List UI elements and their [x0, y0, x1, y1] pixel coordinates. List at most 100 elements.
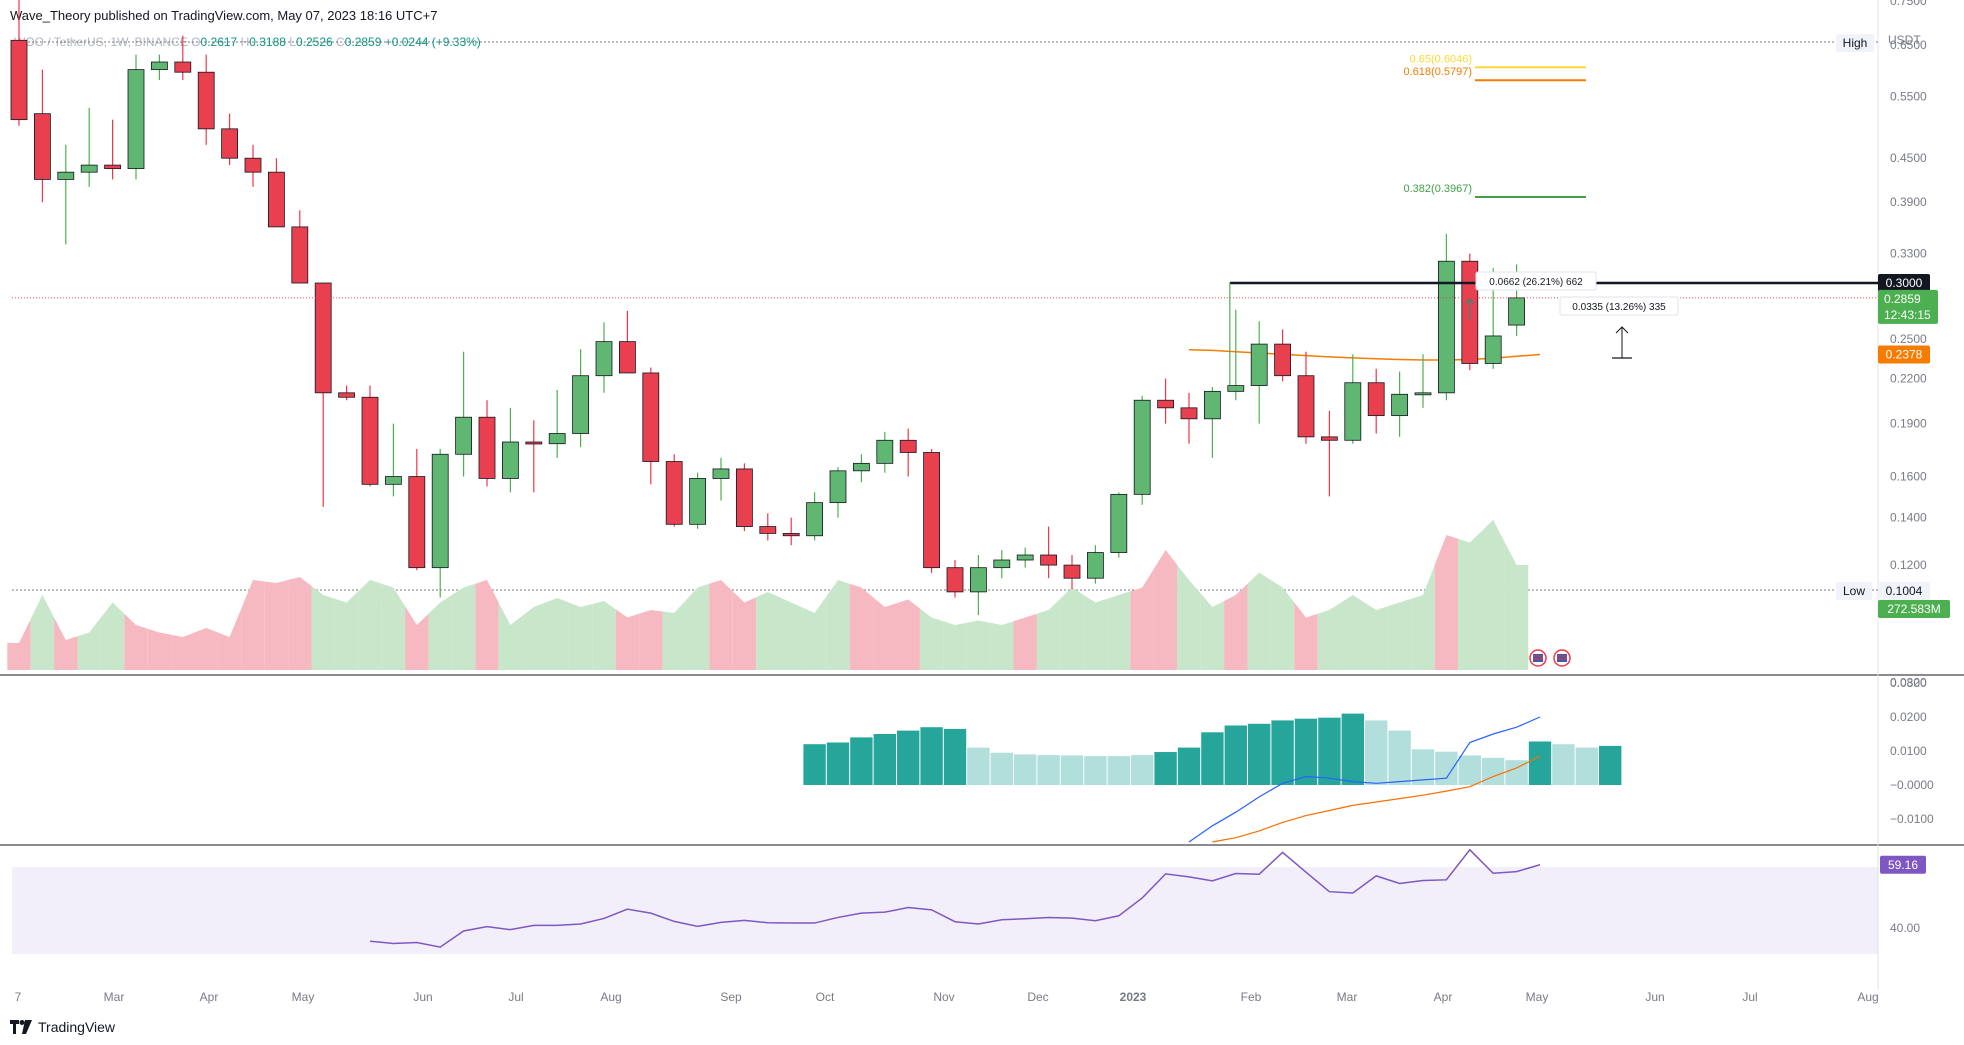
volume-area-segment: [1481, 520, 1505, 670]
macd-histogram-bar: [1131, 755, 1154, 785]
candle: [525, 420, 543, 493]
candle: [408, 448, 426, 571]
macd-histogram-bar: [1014, 754, 1037, 785]
candle-body: [853, 462, 870, 472]
candle: [782, 517, 800, 546]
price-axis-tick: 0.1400: [1890, 511, 1927, 525]
volume-area-segment: [171, 632, 195, 670]
candle: [1133, 395, 1151, 505]
high-tag-label: High: [1843, 36, 1868, 50]
resistance-tag: [1878, 274, 1930, 293]
footer-brand[interactable]: TradingView: [10, 1019, 115, 1035]
ema-tag-label: 0.2378: [1886, 348, 1923, 362]
volume-area-segment: [826, 580, 850, 670]
macd-histogram-bar: [1294, 718, 1318, 785]
candle-body: [1180, 407, 1198, 420]
footer-brand-text: TradingView: [38, 1019, 116, 1035]
macd-histogram-bar: [1318, 717, 1341, 785]
volume-area-segment: [1411, 565, 1435, 670]
volume-area-segment: [1036, 598, 1061, 670]
last-price-label: 0.2859: [1884, 292, 1921, 306]
candle-body: [1321, 436, 1338, 441]
candle: [197, 54, 215, 145]
price-axis-tick: 0.1600: [1890, 470, 1927, 484]
candle-body: [408, 476, 426, 569]
price-axis-tick: 0.0820: [1890, 675, 1927, 689]
candle-body: [174, 61, 192, 73]
candle: [174, 35, 192, 81]
candle-body: [10, 39, 28, 121]
candle: [80, 107, 98, 187]
volume-area-segment: [802, 596, 827, 670]
candle-body: [899, 439, 917, 453]
price-axis-currency: USDT: [1888, 33, 1921, 47]
volume-area-segment: [428, 595, 452, 670]
volume-area-segment: [685, 583, 710, 670]
measure-arrowhead-icon: [1465, 298, 1475, 305]
volume-area-segment: [943, 621, 967, 670]
volume-area-segment: [1247, 572, 1271, 670]
volume-area-segment: [545, 598, 569, 670]
volume-area-segment: [147, 628, 172, 670]
candle-body: [1040, 554, 1057, 566]
volume-area-segment: [1294, 602, 1318, 670]
candle: [431, 448, 449, 598]
candle: [57, 144, 75, 245]
candle: [712, 457, 730, 501]
candle: [923, 448, 940, 573]
event-flag-icon: [1553, 649, 1571, 667]
macd-histogram-bar: [850, 737, 873, 785]
volume-area-segment: [966, 620, 991, 670]
volume-area-segment: [732, 591, 757, 670]
candle: [338, 385, 356, 401]
candle-body: [970, 567, 987, 593]
price-axis-tick: 0.2200: [1890, 371, 1927, 385]
candle-body: [665, 461, 683, 525]
rsi-value-badge: [1880, 855, 1926, 874]
candle-body: [736, 468, 753, 527]
macd-histogram-bar: [1365, 720, 1388, 785]
candle-body: [104, 164, 121, 170]
candle: [1063, 555, 1081, 590]
candle-body: [501, 441, 519, 479]
candle-body: [150, 61, 168, 71]
time-axis-tick: Jun: [1645, 990, 1664, 1004]
candle-body: [923, 452, 940, 569]
volume-area-segment: [124, 613, 148, 670]
volume-area-segment: [217, 608, 242, 670]
candle: [548, 389, 566, 458]
macd-histogram-bar: [1575, 747, 1598, 785]
candle: [1414, 354, 1432, 408]
candle-body: [1344, 382, 1362, 441]
candle-body: [548, 433, 566, 445]
candle: [876, 431, 894, 473]
low-value: 0.2526: [295, 35, 333, 49]
candle: [104, 119, 121, 180]
candle-body: [572, 375, 589, 434]
macd-histogram-bar: [1248, 723, 1271, 785]
candle: [1250, 321, 1268, 424]
event-flag-body: [1557, 654, 1567, 662]
volume-area-segment: [1107, 591, 1131, 670]
macd-histogram-bar: [1037, 755, 1060, 785]
time-axis-tick: Mar: [1337, 990, 1358, 1004]
macd-histogram-bar: [1599, 745, 1622, 785]
time-axis-tick: Jul: [1742, 990, 1757, 1004]
macd-histogram-bar: [1177, 747, 1201, 785]
open-label: O: [191, 35, 201, 49]
macd-histogram-bar: [803, 744, 826, 785]
volume-area-segment: [264, 580, 289, 670]
volume-area-segment: [779, 597, 803, 670]
time-axis-tick: Feb: [1241, 990, 1262, 1004]
candle-body: [127, 69, 145, 170]
price-axis-tick: 0.3300: [1890, 247, 1927, 261]
candle-body: [1110, 493, 1128, 553]
high-tag: [1836, 34, 1874, 52]
candle: [665, 454, 683, 527]
volume-area-segment: [1060, 587, 1084, 670]
candle-body: [384, 476, 402, 485]
chart-canvas[interactable]: 0.382(0.3967) 0.618(0.5797)0.65(0.6046) 0.…: [0, 0, 1964, 1015]
candle: [1438, 233, 1455, 401]
candle-body: [1227, 385, 1245, 392]
